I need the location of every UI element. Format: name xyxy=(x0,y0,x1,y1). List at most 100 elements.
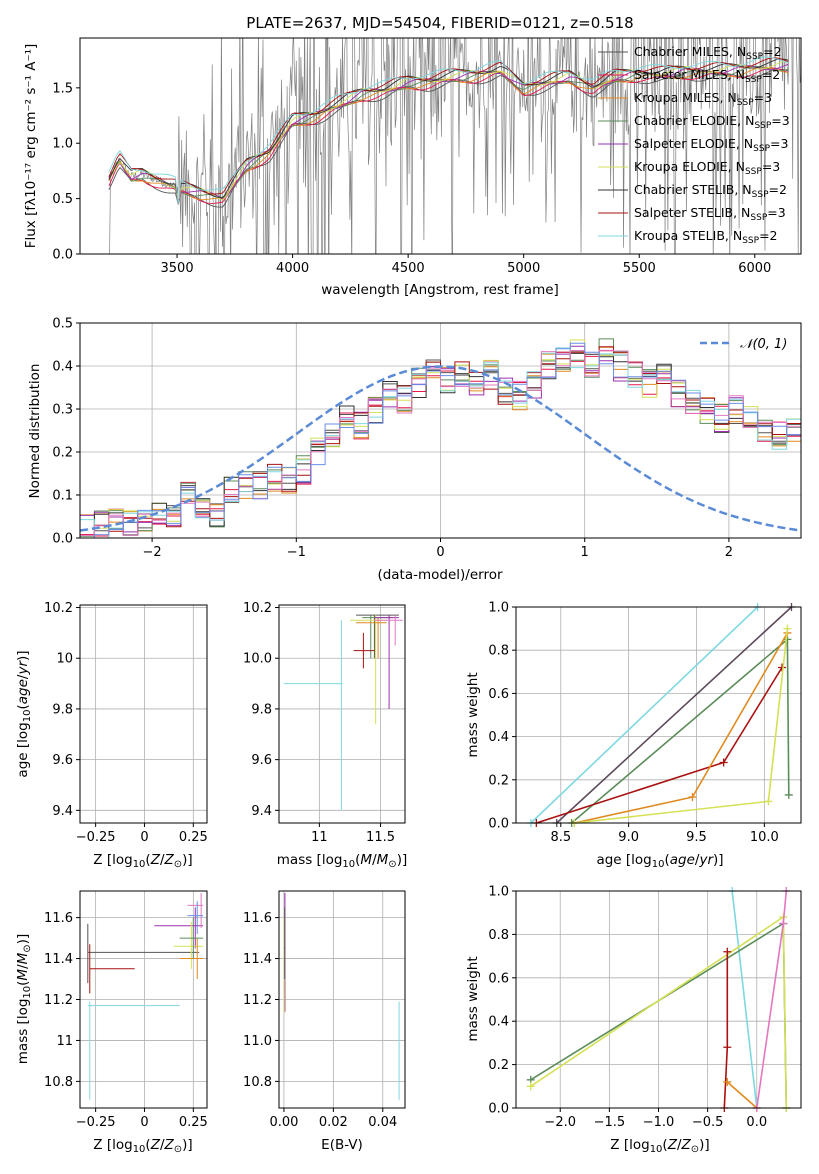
x-tick-label: 0.04 xyxy=(368,1115,397,1130)
x-tick-label: −2 xyxy=(143,545,162,560)
mass-vs-ebv-panel: 0.00 0.02 0.04 10.8 11.0 11.2 11.4 11.6 E(B-V) xyxy=(243,890,406,1153)
spectrum-title: PLATE=2637, MJD=54504, FIBERID=0121, z=0… xyxy=(246,14,633,32)
observed-spectrum-line xyxy=(107,38,801,254)
y-tick-label: 9.4 xyxy=(251,804,272,819)
x-tick-label: 6000 xyxy=(738,261,771,276)
x-tick-label: 10.0 xyxy=(750,830,779,845)
y-tick-label: 9.6 xyxy=(52,753,73,768)
y-tick-label: 10 xyxy=(56,652,73,667)
mass-weight-line xyxy=(530,607,759,823)
y-tick-label: 0.4 xyxy=(488,730,509,745)
y-tick-label: 11.6 xyxy=(243,911,272,926)
legend-entry: Kroupa ELODIE, NSSP=3 xyxy=(634,159,780,177)
mass-weight-line xyxy=(556,607,793,823)
y-tick-label: 0.2 xyxy=(488,773,509,788)
legend-entry: Salpeter STELIB, NSSP=3 xyxy=(634,205,786,223)
massweight-vs-age-panel: 8.5 9.0 9.5 10.0 0.0 0.2 0.4 0.6 0.8 1.0 age [log… xyxy=(465,601,802,870)
y-tick-label: 0.2 xyxy=(488,1058,509,1073)
model-spectrum-line xyxy=(108,63,789,205)
y-tick-label: 10.8 xyxy=(243,1075,272,1090)
y-tick-label: 0.0 xyxy=(488,817,509,832)
mw-z-ylabel: mass weight xyxy=(465,956,481,1041)
spectrum-xlabel: wavelength [Angstrom, rest frame] xyxy=(321,282,559,298)
y-tick-label: 0.1 xyxy=(52,489,73,504)
y-tick-label: 0.2 xyxy=(52,446,73,461)
age-vs-mass-panel: 11 11.5 9.4 9.6 9.8 10.0 10.2 mass [log10(M/M⊙… xyxy=(243,601,407,870)
x-tick-label: 11.5 xyxy=(366,830,395,845)
x-tick-label: −1 xyxy=(287,545,306,560)
legend-entry: Salpeter MILES, NSSP=2 xyxy=(634,67,780,85)
model-spectrum-line xyxy=(108,57,789,205)
residual-plot-area: −2 −1 0 1 2 0.0 0.1 0.2 0.3 0.4 0.5 xyxy=(52,317,801,560)
model-spectrum-line xyxy=(108,66,789,205)
x-tick-label: −0.25 xyxy=(76,830,116,845)
normal-curve xyxy=(80,365,801,532)
y-tick-label: 0.0 xyxy=(52,248,73,263)
spectrum-plot-area: 3500 4000 4500 5000 5500 6000 0.0 0.5 1.0 1.5 xyxy=(52,38,801,276)
model-spectrum-line xyxy=(108,60,789,205)
y-tick-label: 11.0 xyxy=(243,1034,272,1049)
x-tick-label: −2.0 xyxy=(544,1115,576,1130)
legend-entry: Chabrier STELIB, NSSP=2 xyxy=(634,182,787,200)
x-tick-label: 4000 xyxy=(276,261,309,276)
y-tick-label: 0.8 xyxy=(488,644,509,659)
y-tick-label: 10.0 xyxy=(243,652,272,667)
residual-ylabel: Normed distribution xyxy=(27,364,43,499)
x-tick-label: 0 xyxy=(140,830,148,845)
data-point-marker xyxy=(723,1043,732,1052)
data-point-marker xyxy=(526,1082,535,1091)
data-point-marker xyxy=(784,790,793,799)
residual-legend: 𝒩(0, 1) xyxy=(700,337,787,352)
mw-age-xlabel: age [log10(age/yr)] xyxy=(596,852,723,870)
normal-legend-label: 𝒩(0, 1) xyxy=(740,337,787,352)
age-z-xlabel: Z [log10(Z/Z⊙)] xyxy=(93,852,192,870)
legend-entry: Kroupa STELIB, NSSP=2 xyxy=(634,228,778,246)
histogram-series xyxy=(80,342,801,538)
y-tick-label: 9.4 xyxy=(52,804,73,819)
y-tick-label: 11.2 xyxy=(243,993,272,1008)
y-tick-label: 0.4 xyxy=(52,360,73,375)
spectrum-ylabel: Flux [fλ10⁻¹⁷ erg cm⁻² s⁻¹ A⁻¹] xyxy=(23,44,39,249)
x-tick-label: −0.25 xyxy=(76,1115,116,1130)
mass-vs-z-panel: −0.25 0 0.25 10.8 11 11.2 11.4 11.6 Z [log10(Z/… xyxy=(15,890,208,1155)
mass-weight-line xyxy=(731,891,758,1108)
mass-weight-line xyxy=(726,1081,758,1108)
x-tick-label: 0 xyxy=(436,545,444,560)
y-tick-label: 11.2 xyxy=(44,993,73,1008)
x-tick-label: 1 xyxy=(581,545,589,560)
legend-entry: Chabrier ELODIE, NSSP=3 xyxy=(634,113,790,131)
x-tick-label: 0.25 xyxy=(179,830,208,845)
data-point-marker xyxy=(779,919,788,928)
histogram-series xyxy=(80,349,801,536)
data-point-marker xyxy=(719,758,728,767)
legend-entry: Chabrier MILES, NSSP=2 xyxy=(634,44,782,62)
y-tick-label: 10.2 xyxy=(44,601,73,616)
data-point-marker xyxy=(723,947,732,956)
y-tick-label: 11.4 xyxy=(44,952,73,967)
y-tick-label: 11 xyxy=(56,1034,73,1049)
y-tick-label: 11.4 xyxy=(243,952,272,967)
x-tick-label: −1.0 xyxy=(643,1115,675,1130)
mw-age-ylabel: mass weight xyxy=(465,672,481,757)
legend-entry: Salpeter ELODIE, NSSP=3 xyxy=(634,136,788,154)
y-tick-label: 9.8 xyxy=(52,702,73,717)
y-tick-label: 1.0 xyxy=(52,137,73,152)
age-z-ylabel: age [log10(age/yr)] xyxy=(15,650,33,777)
x-tick-label: 0 xyxy=(140,1115,148,1130)
x-tick-label: 9.5 xyxy=(686,830,707,845)
y-tick-label: 0.3 xyxy=(52,403,73,418)
mass-z-ylabel: mass [log10(M/M⊙)] xyxy=(15,934,33,1064)
data-point-marker xyxy=(688,793,697,802)
y-tick-label: 11.6 xyxy=(44,911,73,926)
x-tick-label: 5000 xyxy=(507,261,540,276)
model-spectrum-line xyxy=(108,56,789,205)
spectrum-legend: Chabrier MILES, NSSP=2 Salpeter MILES, NS… xyxy=(598,44,790,246)
y-tick-label: 0.6 xyxy=(488,971,509,986)
age-mass-xlabel: mass [log10(M/M⊙)] xyxy=(277,852,407,870)
y-tick-label: 10.2 xyxy=(243,601,272,616)
data-point-marker xyxy=(723,1077,732,1086)
mass-ebv-xlabel: E(B-V) xyxy=(321,1137,363,1153)
x-tick-label: 11 xyxy=(311,830,328,845)
x-tick-label: −0.5 xyxy=(692,1115,724,1130)
y-tick-label: 1.0 xyxy=(488,601,509,616)
